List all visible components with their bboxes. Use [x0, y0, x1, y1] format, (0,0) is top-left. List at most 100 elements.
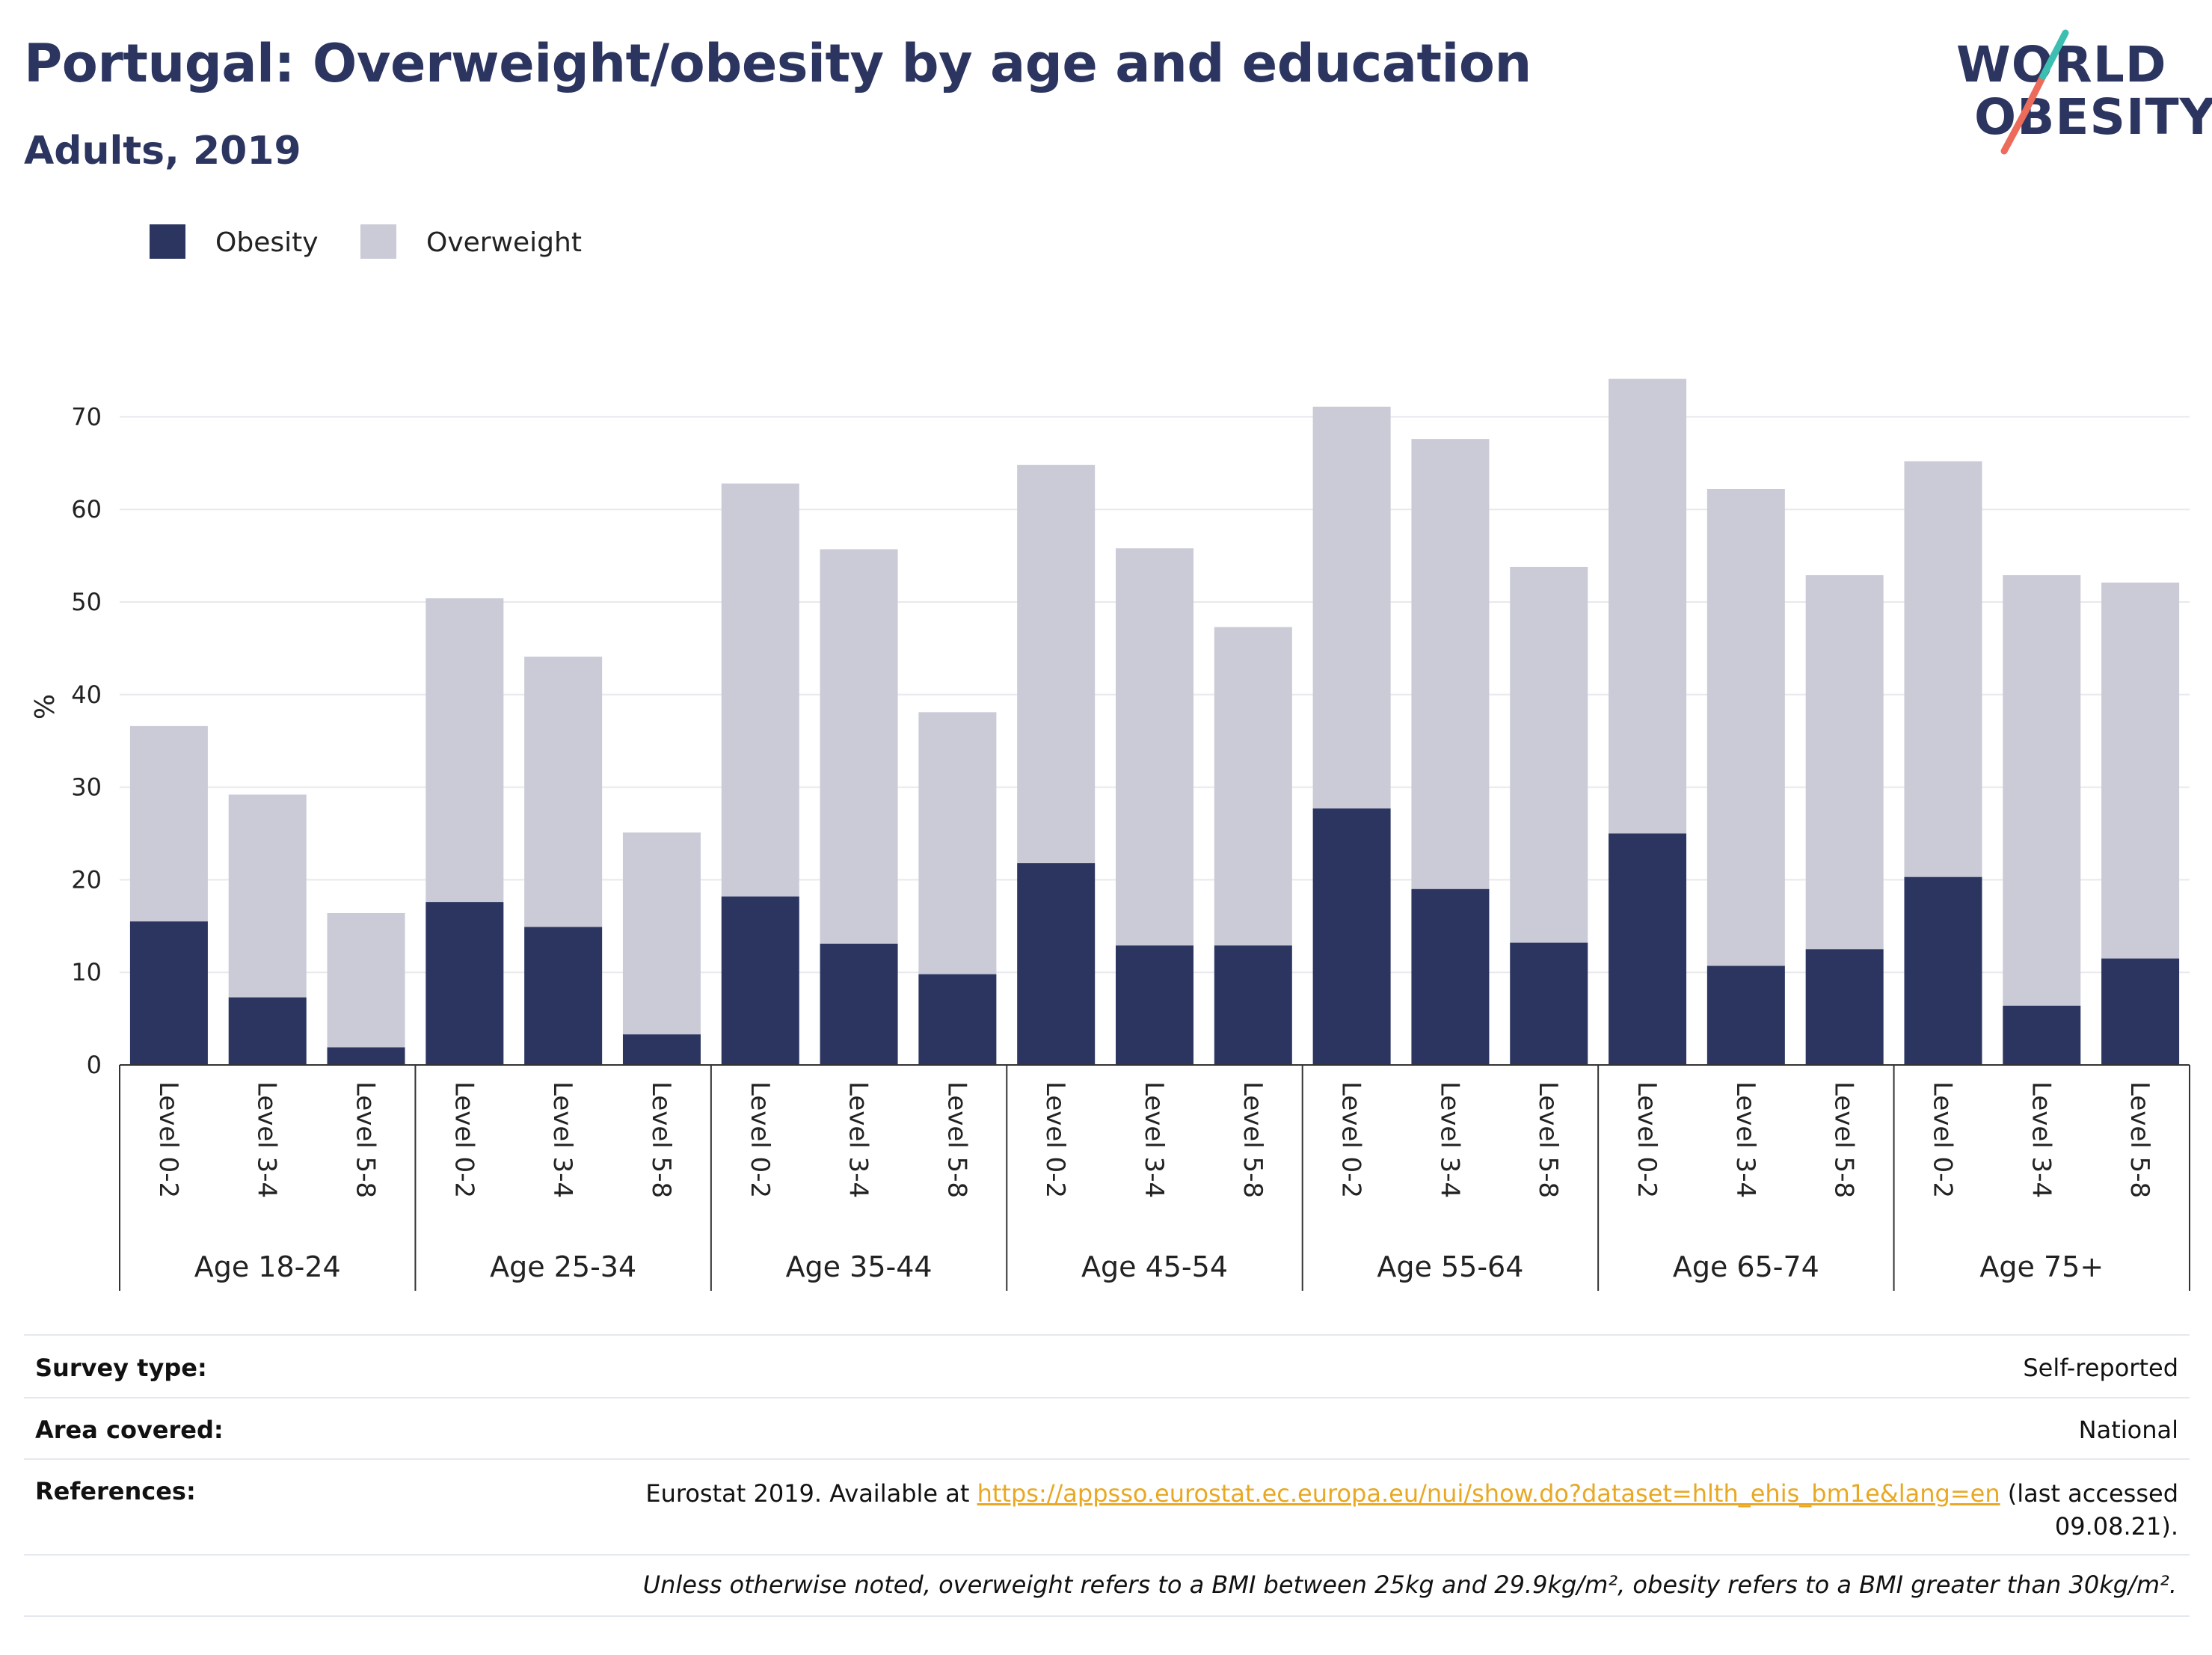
- y-tick-label: 10: [71, 958, 102, 986]
- bar-obesity: [622, 1034, 701, 1065]
- bar-obesity: [425, 902, 504, 1065]
- area-covered-label: Area covered:: [35, 1416, 224, 1444]
- bar-overweight: [327, 912, 405, 1048]
- x-level-label: Level 0-2: [1040, 1081, 1070, 1198]
- x-level-label: Level 5-8: [1238, 1081, 1268, 1198]
- x-level-label: Level 0-2: [1632, 1081, 1662, 1198]
- footer-divider: [24, 1554, 2190, 1556]
- y-axis-label: %: [30, 694, 61, 719]
- x-level-label: Level 0-2: [745, 1081, 775, 1198]
- bar-overweight: [1017, 464, 1096, 864]
- chart-legend: Obesity Overweight: [150, 224, 582, 259]
- bar-overweight: [1411, 439, 1490, 889]
- y-tick-label: 20: [71, 865, 102, 894]
- x-level-label: Level 5-8: [1533, 1081, 1563, 1198]
- legend-swatch: [360, 224, 396, 259]
- bar-obesity: [1706, 965, 1785, 1065]
- x-level-label: Level 3-4: [1139, 1081, 1169, 1198]
- bar-overweight: [1706, 488, 1785, 966]
- chart-bars: [129, 378, 2180, 1065]
- references-suffix: (last accessed: [2000, 1479, 2178, 1508]
- bar-overweight: [1904, 461, 1982, 877]
- x-level-label: Level 3-4: [1434, 1081, 1464, 1198]
- y-tick-label: 40: [71, 681, 102, 709]
- bar-obesity: [1017, 863, 1096, 1065]
- bar-overweight: [1805, 575, 1884, 950]
- x-level-label: Level 5-8: [351, 1081, 381, 1198]
- x-level-label: Level 0-2: [1336, 1081, 1366, 1198]
- y-tick-label: 50: [71, 588, 102, 616]
- bar-overweight: [820, 549, 898, 944]
- x-level-label: Level 0-2: [1927, 1081, 1957, 1198]
- x-level-label: Level 3-4: [844, 1081, 873, 1198]
- bar-obesity: [129, 921, 208, 1065]
- bar-overweight: [1510, 566, 1588, 943]
- bar-overweight: [1116, 548, 1193, 946]
- references-link[interactable]: https://appsso.eurostat.ec.europa.eu/nui…: [977, 1479, 2000, 1508]
- x-group-label: Age 65-74: [1673, 1250, 1819, 1283]
- x-level-label: Level 3-4: [1730, 1081, 1760, 1198]
- x-level-label: Level 5-8: [1829, 1081, 1859, 1198]
- x-level-label: Level 3-4: [252, 1081, 282, 1198]
- x-group-label: Age 18-24: [194, 1250, 341, 1283]
- bar-overweight: [524, 657, 603, 927]
- footer-survey-type: Survey type: Self-reported: [24, 1354, 2190, 1391]
- x-level-label: Level 3-4: [2026, 1081, 2056, 1198]
- bar-obesity: [1609, 833, 1687, 1065]
- bar-obesity: [918, 974, 997, 1065]
- x-group-label: Age 35-44: [786, 1250, 933, 1283]
- x-level-label: Level 5-8: [941, 1081, 971, 1198]
- x-level-label: Level 5-8: [646, 1081, 676, 1198]
- footer-references: References: Eurostat 2019. Available at …: [24, 1477, 2190, 1552]
- bar-overweight: [425, 598, 504, 903]
- bar-overweight: [721, 483, 799, 897]
- legend-label: Overweight: [426, 227, 582, 258]
- definition-note: Unless otherwise noted, overweight refer…: [642, 1570, 2177, 1599]
- bar-obesity: [1116, 945, 1193, 1065]
- footer-area-covered: Area covered: National: [24, 1416, 2190, 1453]
- x-group-label: Age 25-34: [490, 1250, 636, 1283]
- bar-obesity: [2101, 958, 2180, 1065]
- bar-obesity: [1411, 888, 1490, 1065]
- references-prefix: Eurostat 2019. Available at: [645, 1479, 977, 1508]
- references-value: Eurostat 2019. Available at https://apps…: [645, 1477, 2178, 1543]
- bar-overweight: [918, 712, 997, 974]
- x-level-label: Level 0-2: [153, 1081, 183, 1198]
- bar-overweight: [2101, 583, 2180, 959]
- legend-label: Obesity: [215, 227, 319, 258]
- bar-overweight: [1214, 627, 1292, 946]
- bar-obesity: [327, 1047, 405, 1065]
- bar-obesity: [820, 943, 898, 1065]
- chart-axes: 0 10 20 30 40 50 60 70% Level 0-2 Level 3-4 Level …: [30, 402, 2190, 1291]
- bar-overweight: [228, 794, 307, 998]
- y-tick-label: 30: [71, 773, 102, 802]
- stacked-bar-chart: Obesity Overweight 0 10 20 30 40 50 60 70% Level …: [30, 224, 2190, 1291]
- bar-obesity: [1805, 949, 1884, 1065]
- bar-obesity: [721, 896, 799, 1065]
- references-date: 09.08.21).: [2054, 1512, 2178, 1541]
- x-level-label: Level 0-2: [449, 1081, 479, 1198]
- bar-overweight: [129, 725, 208, 922]
- y-tick-label: 60: [71, 495, 102, 523]
- page-subtitle: Adults, 2019: [24, 129, 301, 174]
- x-group-label: Age 45-54: [1081, 1250, 1228, 1283]
- area-covered-value: National: [2078, 1416, 2178, 1444]
- bar-overweight: [1609, 378, 1687, 834]
- bar-obesity: [228, 997, 307, 1065]
- footer-divider: [24, 1397, 2190, 1398]
- bar-obesity: [1510, 942, 1588, 1065]
- survey-type-value: Self-reported: [2023, 1354, 2178, 1382]
- legend-swatch: [150, 224, 185, 259]
- page-title: Portugal: Overweight/obesity by age and …: [24, 33, 1531, 94]
- y-tick-label: 0: [87, 1051, 102, 1079]
- y-tick-label: 70: [71, 402, 102, 431]
- footer-divider: [24, 1334, 2190, 1336]
- bar-obesity: [1214, 945, 1292, 1065]
- bar-overweight: [2003, 575, 2081, 1006]
- logo-slash-icon: [2000, 29, 2069, 155]
- x-group-label: Age 75+: [1979, 1250, 2104, 1283]
- references-label: References:: [35, 1477, 196, 1505]
- footer-divider: [24, 1615, 2190, 1617]
- survey-type-label: Survey type:: [35, 1354, 207, 1382]
- bar-obesity: [524, 927, 603, 1065]
